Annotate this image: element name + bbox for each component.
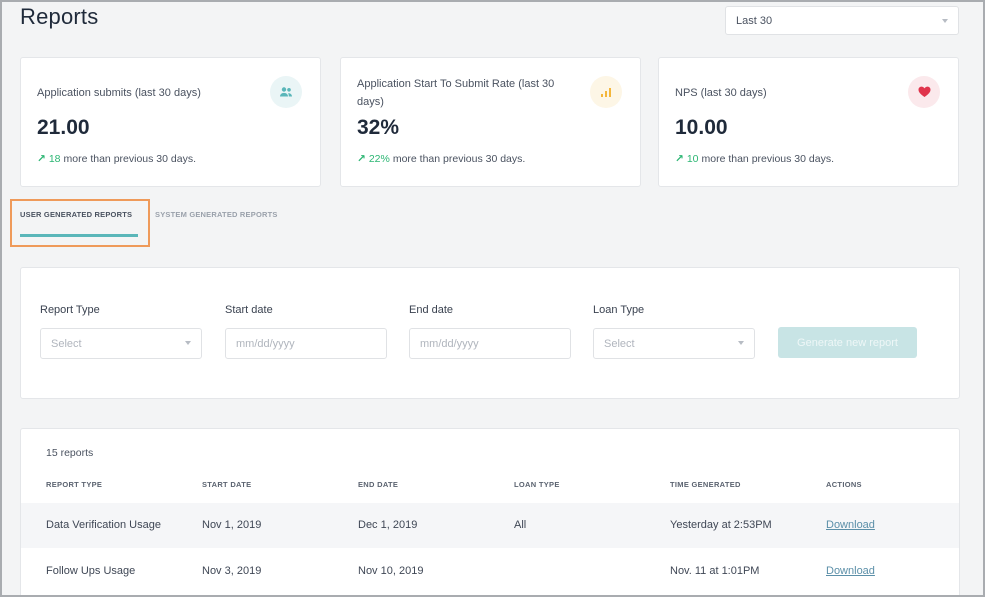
cell-start-date: Nov 1, 2019 (202, 519, 262, 531)
trend-up-icon: ↗ (357, 153, 366, 165)
heart-icon (908, 76, 940, 108)
users-icon (270, 76, 302, 108)
page-title: Reports (20, 4, 99, 29)
table-row: Data Verification Usage Nov 1, 2019 Dec … (21, 503, 959, 548)
column-header-loan-type: LOAN TYPE (514, 480, 560, 489)
cell-end-date: Dec 1, 2019 (358, 519, 418, 531)
tab-user-generated-reports[interactable]: USER GENERATED REPORTS (20, 210, 133, 219)
trend-up-icon: ↗ (675, 153, 684, 165)
column-header-report-type: REPORT TYPE (46, 480, 103, 489)
trend-value: 10 (686, 153, 699, 165)
loan-type-placeholder: Select (604, 338, 635, 350)
report-count: 15 reports (46, 447, 94, 459)
report-type-label: Report Type (40, 304, 100, 316)
end-date-placeholder: mm/dd/yyyy (420, 338, 479, 350)
generate-report-button[interactable]: Generate new report (778, 327, 917, 358)
chevron-down-icon (942, 19, 948, 23)
stat-label: Application submits (last 30 days) (37, 87, 201, 99)
loan-type-label: Loan Type (593, 304, 645, 316)
trend-text: more than previous 30 days. (701, 153, 835, 165)
stat-card-submit-rate: Application Start To Submit Rate (last 3… (340, 57, 641, 187)
cell-start-date: Nov 3, 2019 (202, 565, 262, 577)
stat-value: 10.00 (675, 116, 728, 139)
period-dropdown[interactable]: Last 30 (725, 6, 959, 35)
trend-value: 22% (368, 153, 390, 165)
stat-label: NPS (last 30 days) (675, 87, 767, 99)
end-date-label: End date (409, 304, 454, 316)
download-link[interactable]: Download (826, 519, 875, 531)
chevron-down-icon (738, 341, 744, 345)
stat-card-nps: NPS (last 30 days) 10.00 ↗ 10 more than pr… (658, 57, 959, 187)
cell-end-date: Nov 10, 2019 (358, 565, 424, 577)
stat-trend: ↗ 18 more than previous 30 days. (37, 153, 196, 165)
cell-report-type: Data Verification Usage (46, 519, 161, 531)
column-header-end-date: END DATE (358, 480, 399, 489)
download-link[interactable]: Download (826, 565, 875, 577)
highlight-box (10, 199, 150, 247)
column-header-start-date: START DATE (202, 480, 252, 489)
trend-text: more than previous 30 days. (392, 153, 526, 165)
trend-text: more than previous 30 days. (63, 153, 197, 165)
active-tab-indicator (20, 234, 138, 237)
trend-value: 18 (48, 153, 61, 165)
start-date-placeholder: mm/dd/yyyy (236, 338, 295, 350)
cell-time-generated: Yesterday at 2:53PM (670, 519, 772, 531)
start-date-input[interactable]: mm/dd/yyyy (225, 328, 387, 359)
stat-value: 21.00 (37, 116, 90, 139)
tab-system-generated-reports[interactable]: SYSTEM GENERATED REPORTS (155, 210, 278, 219)
stat-card-application-submits: Application submits (last 30 days) 21.00… (20, 57, 321, 187)
cell-time-generated: Nov. 11 at 1:01PM (670, 565, 760, 577)
cell-loan-type: All (514, 519, 527, 531)
report-filter-panel: Report Type Select Start date mm/dd/yyyy… (20, 267, 960, 399)
report-type-select[interactable]: Select (40, 328, 202, 359)
reports-table: 15 reports REPORT TYPE START DATE END DA… (20, 428, 960, 595)
start-date-label: Start date (225, 304, 273, 316)
bar-chart-icon (590, 76, 622, 108)
end-date-input[interactable]: mm/dd/yyyy (409, 328, 571, 359)
chevron-down-icon (185, 341, 191, 345)
column-header-time-generated: TIME GENERATED (670, 480, 741, 489)
trend-up-icon: ↗ (37, 153, 46, 165)
loan-type-select[interactable]: Select (593, 328, 755, 359)
stat-label: Application Start To Submit Rate (last 3… (357, 78, 555, 108)
report-type-placeholder: Select (51, 338, 82, 350)
column-header-actions: ACTIONS (826, 480, 862, 489)
stat-trend: ↗ 22% more than previous 30 days. (357, 153, 525, 165)
stat-value: 32% (357, 116, 400, 139)
cell-report-type: Follow Ups Usage (46, 565, 136, 577)
period-dropdown-value: Last 30 (736, 15, 773, 27)
stat-trend: ↗ 10 more than previous 30 days. (675, 153, 834, 165)
table-row: Follow Ups Usage Nov 3, 2019 Nov 10, 201… (21, 549, 959, 594)
